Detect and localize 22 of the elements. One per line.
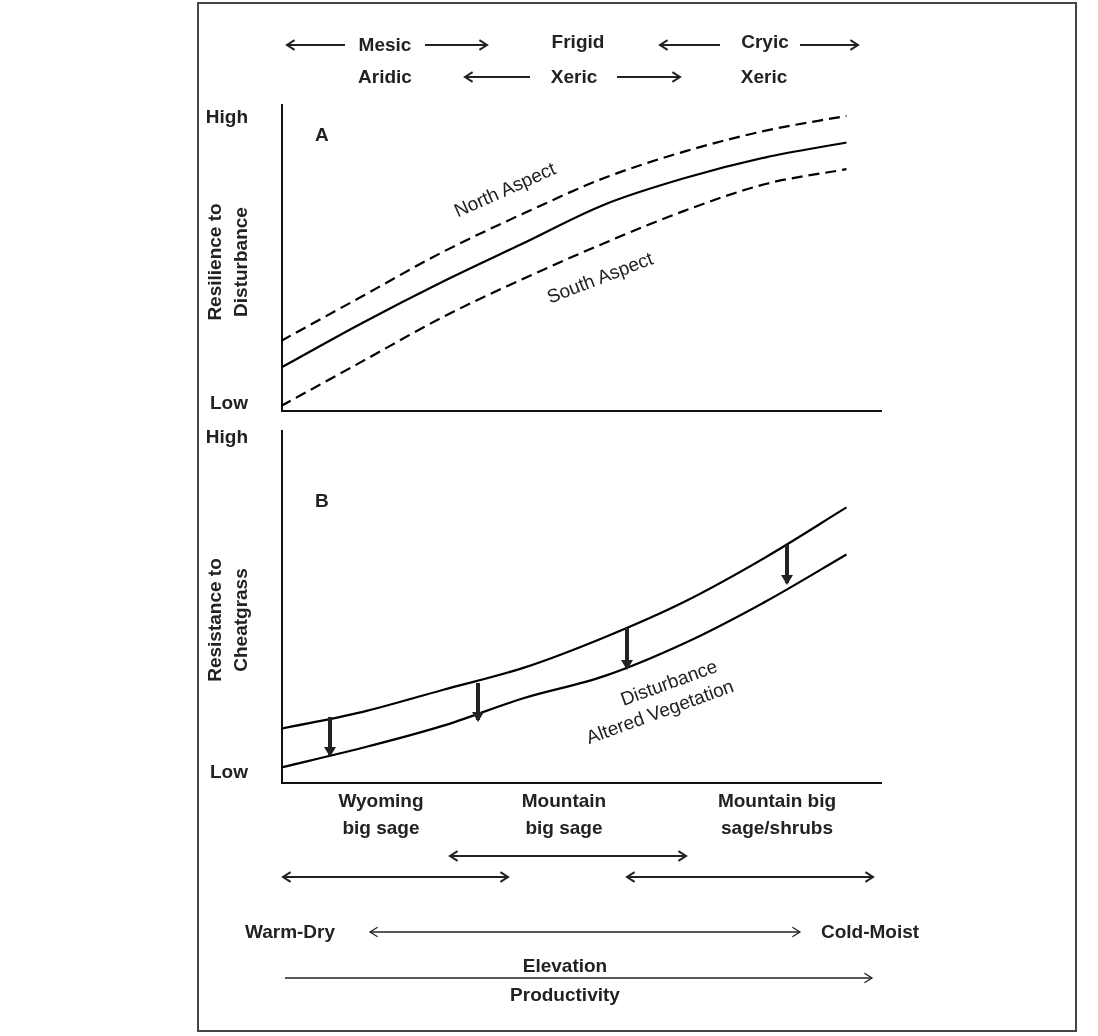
text: Mesic [358, 34, 412, 56]
chart-title: A [315, 124, 329, 146]
chart-title: B [315, 490, 329, 512]
text: Elevation [522, 955, 608, 977]
text: Mountain big sage [520, 789, 608, 840]
text: Xeric [550, 66, 598, 88]
text: Low [210, 761, 248, 783]
text: Productivity [510, 984, 620, 1006]
text: Warm-Dry [244, 921, 336, 943]
text: Mountain big sage/shrubs [716, 789, 838, 840]
text: South Aspect [543, 247, 657, 309]
text: Aridic [358, 66, 412, 88]
y-axis-title: Resistance to Cheatgrass [203, 557, 252, 684]
text: Cryic [741, 31, 789, 53]
text: Low [210, 392, 248, 414]
text: High [205, 426, 248, 448]
y-axis-title: Resilience to Disturbance [203, 202, 252, 323]
text: Cold-Moist [820, 921, 920, 943]
text: High [205, 106, 248, 128]
text: Frigid [551, 31, 605, 53]
text: Xeric [740, 66, 788, 88]
text: Wyoming big sage [337, 789, 425, 840]
